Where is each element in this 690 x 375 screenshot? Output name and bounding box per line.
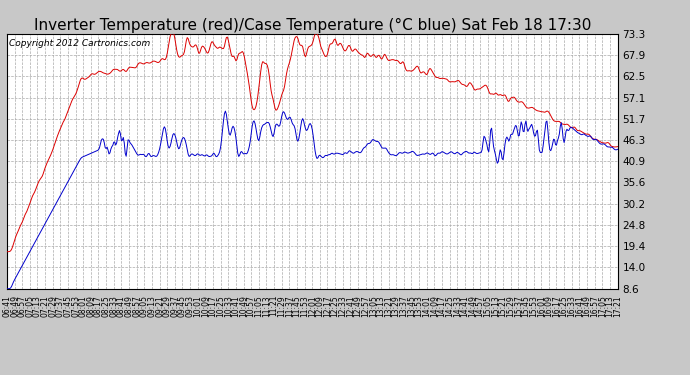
Text: Copyright 2012 Cartronics.com: Copyright 2012 Cartronics.com [9,39,150,48]
Title: Inverter Temperature (red)/Case Temperature (°C blue) Sat Feb 18 17:30: Inverter Temperature (red)/Case Temperat… [34,18,591,33]
